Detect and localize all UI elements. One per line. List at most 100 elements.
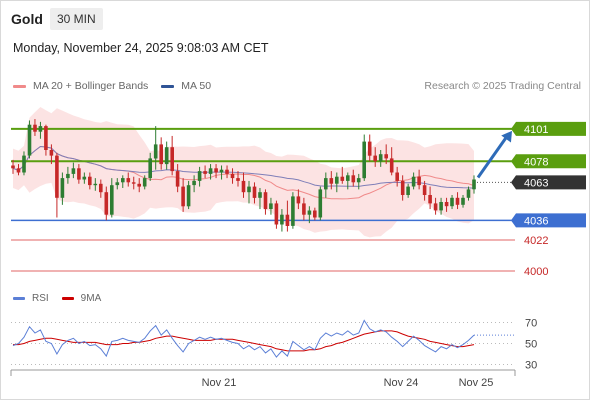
candle-body [367,141,372,156]
level-value-4022: 4022 [524,235,548,247]
level-tag-4036 [511,213,586,228]
candle-body [274,203,279,225]
candle-body [417,176,421,186]
candle-body [115,182,120,186]
candle-body [433,203,438,211]
legend-ma50: MA 50 [161,80,211,92]
candle-body [49,150,54,156]
price-pane: 4101 4078 4063 4036 4022 4000 [11,107,586,278]
level-value-4101: 4101 [524,124,548,136]
candle-body [389,158,394,173]
candle-body [225,169,229,174]
legend-rsi-ma: 9MA [61,293,101,304]
candle-body [66,173,70,179]
rsi-legend: RSI 9MA [13,293,114,304]
candle-body [307,210,312,215]
legend-ma20: MA 20 + Bollinger Bands [13,80,148,92]
level-value-4000: 4000 [524,266,548,278]
candle-body [11,165,15,169]
report-datetime: Monday, November 24, 2025 9:08:03 AM CET [13,41,269,55]
candle-body [406,186,410,195]
legend-ma50-label: MA 50 [181,80,212,92]
candle-body [186,185,191,207]
candle-body [428,195,432,204]
candle-body [395,172,399,181]
candle-body [77,168,81,180]
candle-body [318,189,323,218]
candle-body [203,171,207,174]
candle-body [99,183,103,193]
candle-body [313,210,317,218]
candle-body [22,155,26,173]
candle-body [335,176,339,184]
level-tag-4101 [511,121,586,136]
candle-body [197,171,202,181]
candle-body [33,124,37,132]
candle-body [60,178,65,198]
candle-body [55,155,59,198]
candle-body [208,168,213,174]
candle-body [373,155,377,162]
candle-body [302,203,306,215]
candle-body [175,171,180,187]
candle-body [159,144,163,165]
candle-body [356,178,361,183]
candle-body [192,180,196,186]
target-arrow-shaft [476,134,510,179]
candle-body [44,126,48,150]
rsi-pane: 70 50 30 [11,318,537,372]
level-tag-4078 [511,154,586,169]
candle-body [439,202,443,211]
level-value-4078: 4078 [524,156,548,168]
candle-body [285,214,290,226]
candle-body [466,189,471,198]
source-credit: Research © 2025 Trading Central [424,80,581,92]
legend-rsi-label: RSI [32,293,49,304]
rsi-tick-50: 50 [525,339,537,351]
candle-body [170,147,174,172]
rsi-ma-line [13,330,475,352]
candle-body [137,183,141,187]
level-value-4063: 4063 [524,177,548,189]
candle-body [351,175,356,183]
candle-body [27,124,32,156]
rsi-tick-30: 30 [525,360,537,372]
price-legend: MA 20 + Bollinger Bands MA 50 [13,80,224,92]
rsi-tick-70: 70 [525,318,537,330]
candle-body [104,192,109,215]
level-value-4036: 4036 [524,215,548,227]
candle-body [324,178,328,190]
candle-body [38,126,43,132]
candle-body [153,144,158,159]
rsi-ma-swatch [61,297,74,300]
candle-body [340,176,345,181]
interval-badge[interactable]: 30 MIN [50,8,103,30]
candle-body [296,196,301,204]
legend-ma20-label: MA 20 + Bollinger Bands [33,80,149,92]
legend-rsi: RSI [13,293,49,304]
candle-body [110,185,114,215]
candle-body [378,154,383,162]
candle-body [422,185,427,195]
candle-body [131,182,136,184]
candle-body [384,154,388,159]
candle-body [450,197,454,207]
candle-body [164,147,169,165]
candle-body [181,186,185,207]
candle-body [126,178,131,183]
candle-body [269,203,273,209]
x-tick-label: Nov 21 [202,377,237,389]
candle-body [88,176,92,186]
candle-body [280,214,284,225]
candle-body [219,169,224,173]
instrument-title: Gold [11,11,43,27]
candle-body [71,168,76,174]
candle-body [121,178,125,183]
candle-body [411,176,416,187]
candle-body [236,178,240,181]
candle-body [247,186,251,193]
candle-body [142,178,147,187]
candle-body [461,197,465,205]
candle-body [400,180,405,195]
rsi-line [12,319,475,358]
